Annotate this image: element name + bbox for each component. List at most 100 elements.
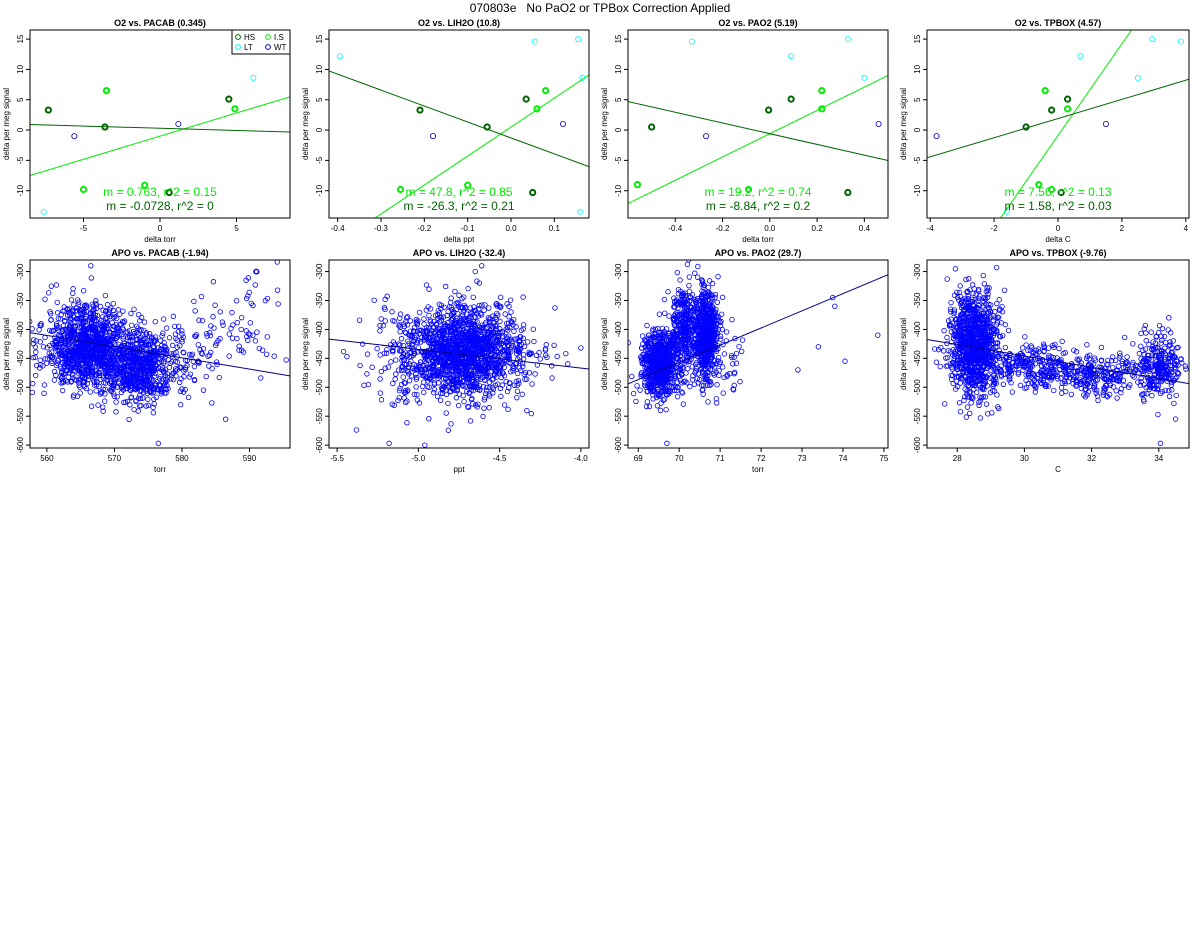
data-point-apo [274, 260, 280, 265]
data-point-apo [459, 330, 465, 336]
x-tick-label: 0 [158, 224, 163, 233]
data-point-apo [490, 390, 496, 396]
data-point-apo [49, 358, 55, 364]
data-point-apo [481, 307, 487, 314]
data-point-apo [651, 388, 658, 395]
data-point-apo [494, 365, 501, 371]
data-point-apo [517, 367, 524, 374]
data-point-apo [74, 297, 81, 303]
data-point-apo [81, 370, 87, 377]
chart-title: O2 vs. TPBOX (4.57) [1015, 18, 1102, 28]
data-point-apo [431, 386, 438, 393]
data-point-apo [93, 318, 99, 324]
y-axis-label: delta per meg signal [600, 88, 609, 160]
data-point-apo [151, 401, 157, 407]
data-point-apo [664, 392, 670, 398]
data-point-apo [106, 307, 113, 313]
x-axis-label: delta C [1045, 235, 1071, 244]
data-point-apo [646, 367, 652, 374]
data-point-apo [430, 389, 437, 396]
data-point-apo [551, 342, 557, 348]
data-point-apo [117, 311, 123, 317]
data-point-apo [483, 319, 489, 326]
data-point-apo [480, 374, 486, 381]
data-point-apo [110, 314, 117, 321]
y-axis-label: delta per meg signal [899, 88, 908, 160]
data-point-apo [650, 346, 656, 353]
data-point-apo [435, 380, 442, 386]
data-point-apo [657, 336, 663, 342]
data-point-apo [459, 295, 465, 302]
data-point-apo [179, 339, 185, 345]
data-point-apo [254, 329, 260, 335]
data-point-apo [667, 389, 674, 395]
data-point-apo [210, 279, 217, 285]
y-tick-label: -400 [315, 321, 324, 338]
data-point-apo [419, 366, 425, 373]
data-point-apo [405, 364, 412, 370]
data-point-apo [401, 323, 408, 330]
data-point-apo [439, 366, 446, 372]
x-axis-label: torr [752, 465, 764, 474]
data-point-apo [443, 391, 450, 398]
chart-title: APO vs. PACAB (-1.94) [111, 248, 208, 258]
chart-panel-3: O2 vs. PAO2 (5.19)-0.4 -0.2 0.0 0.2 0.4-10-5… [600, 18, 889, 244]
data-point-apo [92, 300, 99, 307]
data-point-apo [650, 356, 656, 363]
data-point-apo [122, 399, 129, 405]
data-point-apo [245, 337, 251, 343]
fit-annotation: m = 47.8, r^2 = 0.85 [405, 185, 512, 199]
data-point-apo [680, 329, 687, 336]
data-point-apo [74, 361, 80, 367]
data-point-apo [91, 356, 98, 363]
regression-line [30, 332, 290, 377]
data-point-apo [486, 393, 493, 399]
data-point-apo [660, 397, 667, 403]
data-point-apo [99, 314, 106, 320]
data-point-apo [137, 318, 143, 324]
data-point-apo [199, 351, 206, 357]
data-point-apo [507, 297, 514, 303]
data-point-apo [399, 354, 406, 360]
data-point-apo [485, 364, 492, 370]
data-point-apo [426, 312, 432, 319]
data-point-apo [526, 349, 532, 356]
plot-data [30, 260, 290, 447]
data-point-apo [443, 344, 449, 350]
data-point-lt [250, 74, 257, 81]
data-point-apo [641, 379, 648, 386]
data-point-apo [113, 399, 119, 405]
data-point-apo [136, 364, 143, 371]
data-point-apo [469, 355, 475, 362]
plot-data [329, 36, 589, 218]
data-point-apo [674, 311, 681, 318]
data-point-apo [642, 382, 648, 389]
data-point-apo [154, 387, 161, 393]
data-point-apo [657, 344, 663, 350]
data-point-apo [402, 399, 409, 406]
data-point-apo [77, 390, 83, 396]
data-point-apo [411, 391, 418, 398]
y-tick-label: -600 [16, 437, 25, 454]
data-point-lt [861, 74, 868, 81]
data-point-apo [180, 389, 187, 395]
data-point-apo [675, 286, 682, 293]
data-point-apo [480, 384, 487, 390]
data-point-apo [658, 330, 664, 336]
data-point-apo [245, 275, 252, 281]
data-point-apo [677, 300, 684, 306]
data-point-apo [415, 345, 422, 351]
data-point-apo [264, 334, 271, 340]
data-point-apo [462, 337, 468, 344]
data-point-apo [412, 337, 418, 343]
data-point-apo [166, 364, 172, 371]
data-point-apo [486, 305, 492, 311]
data-point-apo [173, 335, 179, 342]
data-point-apo [449, 386, 456, 392]
data-point-apo [127, 342, 134, 348]
data-point-apo [165, 385, 171, 392]
data-point-apo [32, 344, 39, 350]
data-point-apo [511, 336, 518, 342]
data-point-apo [404, 322, 411, 328]
data-point-apo [37, 357, 43, 363]
